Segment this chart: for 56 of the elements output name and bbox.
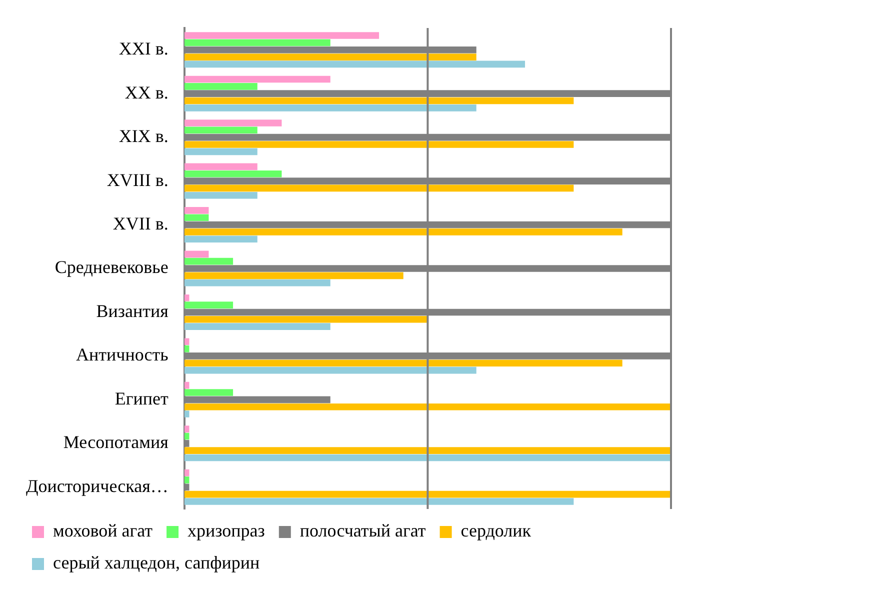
y-tick-label: XVII в. bbox=[112, 214, 168, 234]
y-tick-label: XIX в. bbox=[118, 126, 168, 146]
legend-label: серый халцедон, сапфирин bbox=[53, 552, 260, 573]
bar bbox=[184, 476, 190, 484]
bar bbox=[184, 170, 282, 178]
bar bbox=[184, 279, 330, 286]
bar bbox=[184, 54, 476, 60]
bar bbox=[184, 410, 190, 418]
bar bbox=[184, 294, 190, 302]
y-tick-label: Месопотамия bbox=[63, 432, 168, 452]
bar bbox=[184, 323, 330, 330]
bar bbox=[184, 60, 526, 68]
bar bbox=[184, 316, 428, 323]
bar bbox=[184, 148, 258, 156]
bar bbox=[184, 97, 574, 104]
bar bbox=[184, 184, 574, 192]
legend-label: сердолик bbox=[460, 520, 532, 541]
bar bbox=[184, 360, 622, 367]
bar bbox=[184, 426, 190, 432]
bar bbox=[184, 454, 671, 462]
y-tick-label: Византия bbox=[96, 300, 168, 321]
bar bbox=[184, 389, 234, 396]
legend-label: моховой агат bbox=[53, 520, 153, 541]
bar bbox=[184, 214, 209, 222]
y-tick-label: Античность bbox=[76, 344, 168, 365]
bar bbox=[184, 207, 209, 214]
y-tick-label: XX в. bbox=[124, 82, 168, 102]
bar bbox=[184, 163, 258, 170]
bar bbox=[184, 498, 574, 505]
bar bbox=[184, 39, 330, 46]
bar bbox=[184, 141, 574, 148]
bar bbox=[184, 366, 476, 374]
bar bbox=[184, 338, 190, 346]
y-tick-label: Средневековье bbox=[54, 257, 168, 278]
bar bbox=[184, 228, 622, 236]
bar bbox=[184, 447, 671, 454]
bar bbox=[184, 236, 258, 243]
bar bbox=[184, 120, 282, 126]
bar bbox=[184, 490, 671, 498]
bar bbox=[184, 126, 258, 134]
bar bbox=[184, 104, 476, 112]
y-tick-label: Египет bbox=[114, 388, 169, 408]
y-tick-label: XVIII в. bbox=[106, 170, 168, 190]
bar bbox=[184, 32, 380, 39]
bar bbox=[184, 83, 258, 90]
bar bbox=[184, 258, 234, 265]
legend-label: полосчатый агат bbox=[300, 520, 426, 541]
y-tick-label: Доисторическая… bbox=[26, 476, 168, 496]
bar bbox=[184, 272, 404, 280]
bar bbox=[184, 192, 258, 199]
bar bbox=[184, 403, 671, 410]
bar bbox=[184, 76, 330, 83]
bar bbox=[184, 250, 209, 258]
legend-label: хризопраз bbox=[188, 520, 265, 541]
y-tick-label: XXI в. bbox=[118, 38, 168, 59]
bar bbox=[184, 302, 234, 308]
